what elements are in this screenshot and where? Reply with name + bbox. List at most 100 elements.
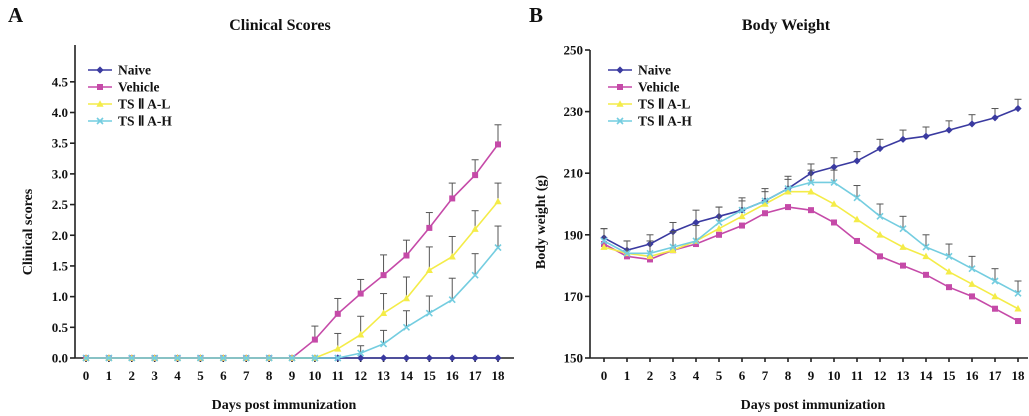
panel-a-data-point xyxy=(219,354,227,362)
panel-b-data-point xyxy=(831,219,837,226)
panel-b-y-tick-label: 190 xyxy=(564,227,584,242)
panel-a-legend-marker xyxy=(96,100,104,107)
panel-b-data-point xyxy=(600,237,608,245)
panel-b-x-tick-label: 3 xyxy=(670,368,677,383)
panel-a-x-tick-label: 2 xyxy=(129,368,136,383)
panel-b-data-point xyxy=(1014,104,1022,113)
panel-a-x-tick-label: 11 xyxy=(332,368,344,383)
panel-a-data-point xyxy=(448,354,456,362)
panel-a-data-point xyxy=(357,290,364,297)
panel-b-title: Body Weight xyxy=(742,17,831,34)
panel-a-data-point xyxy=(380,272,387,279)
panel-b-legend-label: Vehicle xyxy=(638,80,680,95)
panel-b-data-point xyxy=(715,224,723,232)
panel-b-series-line xyxy=(603,206,1019,322)
panel-b-data-point xyxy=(739,222,745,229)
panel-a-y-tick-label: 0.5 xyxy=(52,320,69,335)
panel-a-legend-label: Vehicle xyxy=(118,80,160,95)
panel-b-letter: B xyxy=(529,3,543,27)
panel-a-y-tick-label: 1.5 xyxy=(52,258,69,273)
panel-a-data-point xyxy=(334,354,342,362)
panel-a-y-tick-label: 1.0 xyxy=(52,289,68,304)
panel-b-x-tick-label: 5 xyxy=(716,368,723,383)
panel-b-x-tick-label: 0 xyxy=(601,368,608,383)
panel-b-data-point xyxy=(992,305,998,312)
panel-b-data-point xyxy=(715,218,723,227)
panel-a-data-point xyxy=(334,344,342,352)
panel-b-data-point xyxy=(853,194,861,202)
panel-b-data-point xyxy=(945,126,953,134)
panel-b-data-point xyxy=(716,231,722,238)
panel-b-data-point xyxy=(669,246,677,253)
panel-b-data-point xyxy=(600,243,608,250)
panel-b-data-point xyxy=(807,178,815,187)
panel-a-legend-label: Naive xyxy=(118,63,151,78)
panel-b-legend-marker xyxy=(616,100,624,107)
panel-b-data-point xyxy=(922,243,930,251)
panel-b-y-tick-label: 250 xyxy=(564,43,584,58)
panel-b-data-point xyxy=(624,253,630,260)
panel-b-data-point xyxy=(945,267,953,275)
panel-a-ylabel: Clinical scores xyxy=(21,188,36,275)
panel-a-data-point xyxy=(426,224,433,231)
panel-b-data-point xyxy=(991,292,999,300)
panel-a-plot: 0.00.51.01.52.02.53.03.54.04.50 1 2 3 4 5 6 7 8 9… xyxy=(52,45,514,383)
panel-b-data-point xyxy=(969,293,975,300)
panel-a-data-point xyxy=(242,354,250,362)
panel-b-data-point xyxy=(876,231,884,238)
panel-a-x-tick-label: 8 xyxy=(266,368,273,383)
panel-b-data-point xyxy=(830,163,838,171)
panel-a-x-tick-label: 15 xyxy=(423,368,437,383)
panel-a-x-tick-label: 17 xyxy=(469,368,483,383)
panel-b-data-point xyxy=(899,135,907,143)
panel-b-data-point xyxy=(1014,304,1022,312)
panel-b-legend-marker xyxy=(616,66,624,74)
panel-b-ylabel: Body weight (g) xyxy=(534,175,549,269)
panel-a-xlabel: Days post immunization xyxy=(212,398,357,413)
panel-a-data-point xyxy=(448,296,456,304)
panel-a-data-point xyxy=(379,354,388,362)
panel-a-legend-marker xyxy=(96,66,104,74)
panel-b-data-point xyxy=(922,252,930,260)
panel-b-data-point xyxy=(968,280,976,287)
panel-b-x-tick-label: 8 xyxy=(785,368,792,383)
panel-b-y-tick-label: 150 xyxy=(564,351,584,366)
panel-a-data-point xyxy=(402,294,411,302)
panel-a-series-1 xyxy=(83,124,502,361)
panel-b-data-point xyxy=(968,120,976,128)
panel-a-data-point xyxy=(449,195,456,202)
panel-a-data-point xyxy=(357,349,365,357)
panel-a-data-point xyxy=(425,266,433,274)
panel-b-data-point xyxy=(646,249,654,257)
panel-b-data-point xyxy=(853,157,861,165)
panel-a-data-point xyxy=(471,225,479,232)
panel-b-data-point xyxy=(761,197,769,205)
panel-a-data-point xyxy=(471,271,479,279)
panel-b-data-point xyxy=(899,243,907,250)
panel-b-legend-marker xyxy=(617,84,623,90)
panel-a-x-tick-label: 14 xyxy=(400,368,414,383)
panel-b-x-tick-label: 13 xyxy=(897,368,911,383)
panel-b-xlabel: Days post immunization xyxy=(741,398,886,413)
panel-a-data-point xyxy=(128,354,136,362)
panel-a-series-3 xyxy=(82,225,502,362)
panel-a-data-point xyxy=(448,252,456,260)
panel-a-series-line xyxy=(86,246,499,359)
panel-b-data-point xyxy=(1014,289,1022,297)
panel-b-data-point xyxy=(991,277,999,285)
panel-a-data-point xyxy=(173,354,182,362)
panel-a-y-tick-label: 3.0 xyxy=(52,166,68,181)
panel-b-data-point xyxy=(761,200,769,207)
panel-b-data-point xyxy=(807,187,815,195)
panel-b-legend: Naive Vehicle TS Ⅱ A-L TS Ⅱ A-H xyxy=(608,63,692,129)
panel-a-data-point xyxy=(334,310,341,317)
panel-b-x-tick-label: 6 xyxy=(739,368,746,383)
panel-a-data-point xyxy=(494,243,502,252)
panel-b-legend-marker xyxy=(616,117,624,125)
panel-b-data-point xyxy=(669,243,677,251)
panel-a-x-tick-label: 13 xyxy=(377,368,391,383)
panel-a-y-tick-label: 0.0 xyxy=(52,351,68,366)
panel-b-data-point xyxy=(693,241,699,248)
panel-b-data-point xyxy=(808,207,814,214)
